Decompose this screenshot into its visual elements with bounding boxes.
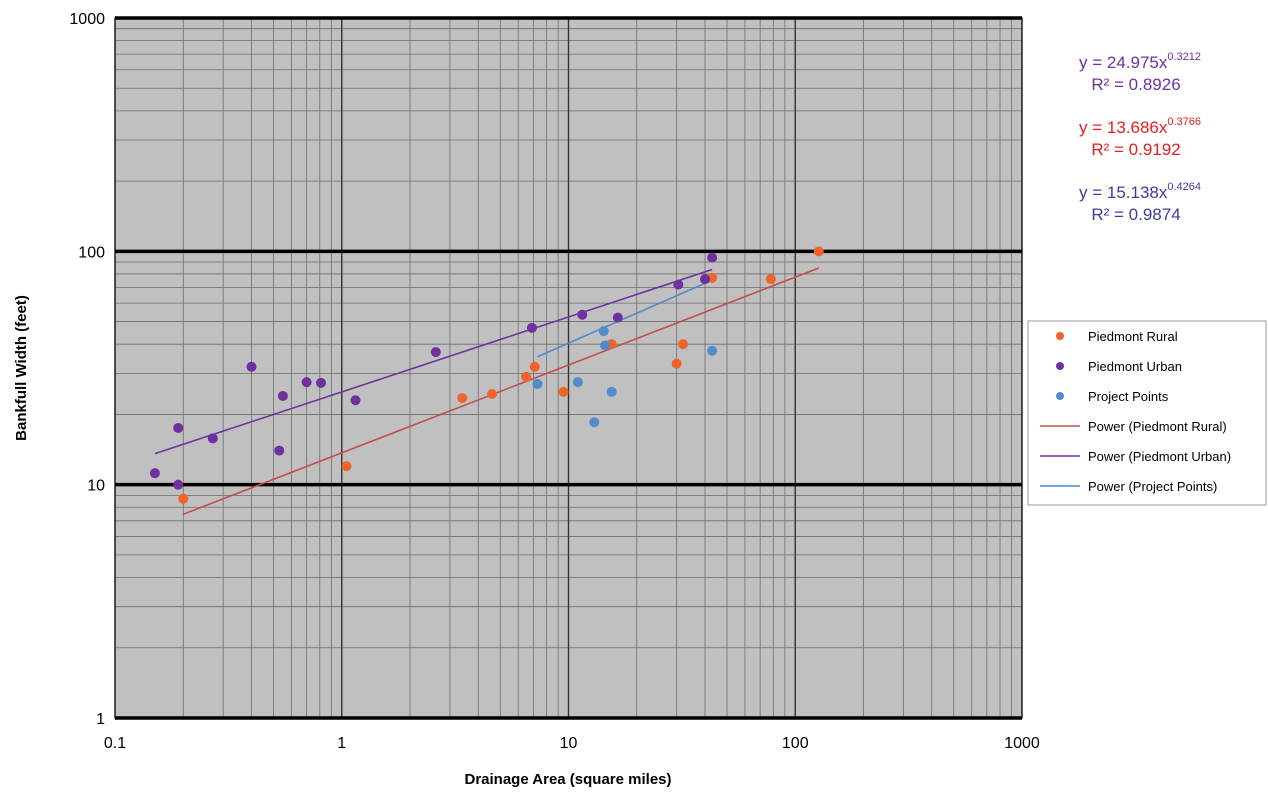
trendline-power-piedmont-urban — [154, 268, 713, 455]
piedmont-urbanpoint — [274, 445, 285, 456]
x-tick-label: 1 — [337, 735, 346, 752]
piedmont-urbanpoint — [277, 390, 288, 401]
trendline-power-project-points — [537, 279, 713, 358]
piedmont-urbanpoint — [577, 309, 588, 320]
x-tick-labels: 0.1 1 10 100 1000 — [104, 735, 1040, 752]
legend-marker — [1056, 332, 1064, 340]
piedmont-ruralpoint — [457, 393, 468, 404]
piedmont-urbanpoint — [173, 479, 184, 490]
piedmont-urbanpoint — [149, 468, 160, 479]
legend-entry-label: Project Points — [1088, 389, 1169, 404]
piedmont-urbanpoint — [700, 274, 711, 285]
project-pointspoint — [600, 340, 611, 351]
y-tick-label: 10 — [87, 478, 105, 495]
trendline-equation: y = 13.686x0.3766 — [1079, 116, 1201, 137]
piedmont-urbanpoint — [612, 312, 623, 323]
piedmont-ruralpoint — [529, 361, 540, 372]
project-pointspoint — [532, 379, 543, 390]
piedmont-urbanpoint — [173, 422, 184, 433]
x-axis-title: Drainage Area (square miles) — [464, 771, 671, 788]
data-points — [149, 246, 824, 504]
piedmont-urbanpoint — [207, 433, 218, 444]
piedmont-urbanpoint — [350, 395, 361, 406]
legend-entry-label: Piedmont Rural — [1088, 329, 1178, 344]
legend-entry-label: Piedmont Urban — [1088, 359, 1182, 374]
gridlines — [114, 16, 1023, 720]
legend-entry-label: Power (Project Points) — [1088, 479, 1217, 494]
piedmont-ruralpoint — [558, 386, 569, 397]
piedmont-ruralpoint — [678, 339, 689, 350]
legend-entry-label: Power (Piedmont Rural) — [1088, 419, 1227, 434]
x-tick-label: 0.1 — [104, 735, 126, 752]
trendline-r-squared: R² = 0.8926 — [1091, 75, 1180, 94]
piedmont-urbanpoint — [246, 361, 257, 372]
trendlines — [154, 267, 820, 516]
piedmont-urbanpoint — [707, 252, 718, 263]
piedmont-ruralpoint — [813, 246, 824, 257]
plot-border — [114, 17, 1023, 719]
project-pointspoint — [589, 417, 600, 428]
project-pointspoint — [598, 326, 609, 337]
y-tick-label: 100 — [78, 244, 105, 261]
trendline-r-squared: R² = 0.9192 — [1091, 140, 1180, 159]
legend: Piedmont Rural Piedmont Urban Project Poin… — [1027, 320, 1267, 506]
y-tick-label: 1000 — [69, 11, 105, 28]
project-pointspoint — [606, 386, 617, 397]
trendline-equation: y = 24.975x0.3212 — [1079, 51, 1201, 72]
legend-box — [1027, 320, 1267, 506]
project-pointspoint — [572, 377, 583, 388]
trendline-equations: y = 24.975x0.3212 R² = 0.8926 y = 13.686x0… — [1079, 51, 1201, 224]
piedmont-urbanpoint — [430, 347, 441, 358]
piedmont-ruralpoint — [178, 493, 189, 504]
piedmont-ruralpoint — [521, 371, 532, 382]
piedmont-urbanpoint — [526, 322, 537, 333]
legend-entry-label: Power (Piedmont Urban) — [1088, 449, 1231, 464]
legend-marker — [1056, 362, 1064, 370]
legend-marker — [1056, 392, 1064, 400]
trendline-r-squared: R² = 0.9874 — [1091, 205, 1180, 224]
piedmont-ruralpoint — [671, 358, 682, 369]
x-tick-label: 1000 — [1004, 735, 1040, 752]
piedmont-ruralpoint — [487, 388, 498, 399]
trendline-power-piedmont-rural — [182, 267, 820, 516]
trendline-equation: y = 15.138x0.4264 — [1079, 181, 1201, 202]
x-tick-label: 10 — [560, 735, 578, 752]
piedmont-urbanpoint — [673, 279, 684, 290]
y-tick-labels: 1 10 100 1000 — [69, 11, 105, 728]
piedmont-urbanpoint — [301, 377, 312, 388]
piedmont-ruralpoint — [341, 461, 352, 472]
y-tick-label: 1 — [96, 711, 105, 728]
x-tick-label: 100 — [782, 735, 809, 752]
y-axis-title: Bankfull Width (feet) — [13, 295, 30, 441]
piedmont-ruralpoint — [765, 274, 776, 285]
project-pointspoint — [707, 345, 718, 356]
piedmont-urbanpoint — [315, 377, 326, 388]
